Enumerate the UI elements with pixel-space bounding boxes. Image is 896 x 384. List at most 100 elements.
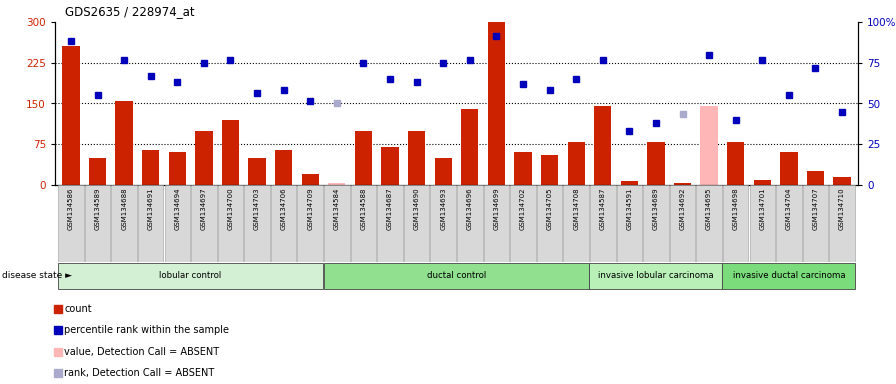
Text: GSM134703: GSM134703	[254, 187, 260, 230]
Text: value, Detection Call = ABSENT: value, Detection Call = ABSENT	[65, 347, 220, 357]
Bar	[701, 106, 718, 185]
Bar	[142, 150, 159, 185]
Text: GSM134705: GSM134705	[547, 187, 553, 230]
Text: GSM134691: GSM134691	[148, 187, 154, 230]
Bar	[222, 120, 239, 185]
Bar	[191, 185, 217, 262]
Bar	[248, 158, 266, 185]
Bar	[218, 185, 243, 262]
Bar	[271, 185, 297, 262]
Text: invasive lobular carcinoma: invasive lobular carcinoma	[599, 271, 714, 280]
Bar	[408, 131, 426, 185]
Text: GSM134701: GSM134701	[759, 187, 765, 230]
Text: GSM134588: GSM134588	[360, 187, 366, 230]
Bar	[355, 131, 372, 185]
Bar	[696, 185, 722, 262]
Text: GSM134694: GSM134694	[175, 187, 180, 230]
Text: GSM134591: GSM134591	[626, 187, 633, 230]
Bar	[541, 155, 558, 185]
Bar	[275, 150, 292, 185]
Text: count: count	[65, 304, 92, 314]
Bar	[57, 263, 323, 289]
Text: GSM134687: GSM134687	[387, 187, 393, 230]
Text: GSM134708: GSM134708	[573, 187, 579, 230]
Bar	[510, 185, 536, 262]
Text: GSM134584: GSM134584	[334, 187, 340, 230]
Text: GSM134698: GSM134698	[733, 187, 738, 230]
Text: GSM134706: GSM134706	[280, 187, 287, 230]
Text: GSM134707: GSM134707	[813, 187, 818, 230]
Bar	[487, 22, 505, 185]
Bar	[461, 109, 478, 185]
Bar	[537, 185, 563, 262]
Text: GSM134693: GSM134693	[440, 187, 446, 230]
Bar	[324, 185, 349, 262]
Bar	[168, 152, 186, 185]
Bar	[430, 185, 456, 262]
Bar	[727, 142, 745, 185]
Text: GSM134695: GSM134695	[706, 187, 712, 230]
Bar	[85, 185, 110, 262]
Bar	[350, 185, 376, 262]
Text: disease state ►: disease state ►	[2, 271, 72, 280]
Bar	[803, 185, 828, 262]
Bar	[722, 263, 855, 289]
Bar	[567, 142, 585, 185]
Bar	[750, 185, 775, 262]
Text: invasive ductal carcinoma: invasive ductal carcinoma	[733, 271, 845, 280]
Bar	[377, 185, 403, 262]
Bar	[780, 152, 797, 185]
Bar	[328, 184, 346, 185]
Text: GSM134587: GSM134587	[599, 187, 606, 230]
Text: GSM134589: GSM134589	[95, 187, 100, 230]
Text: GSM134696: GSM134696	[467, 187, 473, 230]
Bar	[245, 185, 270, 262]
Bar	[830, 185, 855, 262]
Bar	[590, 185, 616, 262]
Bar	[806, 171, 824, 185]
Text: rank, Detection Call = ABSENT: rank, Detection Call = ABSENT	[65, 368, 214, 378]
Bar	[457, 185, 483, 262]
Bar	[58, 185, 83, 262]
Bar	[833, 177, 850, 185]
Bar	[647, 142, 665, 185]
Bar	[616, 185, 642, 262]
Text: GSM134690: GSM134690	[414, 187, 419, 230]
Bar	[754, 180, 771, 185]
Text: GDS2635 / 228974_at: GDS2635 / 228974_at	[65, 5, 194, 18]
Bar	[669, 185, 695, 262]
Bar	[564, 185, 589, 262]
Bar	[165, 185, 190, 262]
Text: ductal control: ductal control	[426, 271, 487, 280]
Bar	[138, 185, 163, 262]
Bar	[302, 174, 319, 185]
Bar	[776, 185, 802, 262]
Text: GSM134688: GSM134688	[121, 187, 127, 230]
Text: GSM134709: GSM134709	[307, 187, 314, 230]
Bar	[297, 185, 323, 262]
Text: GSM134702: GSM134702	[520, 187, 526, 230]
Bar	[404, 185, 429, 262]
Text: GSM134704: GSM134704	[786, 187, 792, 230]
Bar	[514, 152, 531, 185]
Bar	[63, 46, 80, 185]
Bar	[116, 101, 133, 185]
Bar	[674, 184, 691, 185]
Text: GSM134689: GSM134689	[653, 187, 659, 230]
Bar	[111, 185, 137, 262]
Bar	[382, 147, 399, 185]
Text: GSM134700: GSM134700	[228, 187, 234, 230]
Bar	[435, 158, 452, 185]
Text: GSM134699: GSM134699	[494, 187, 499, 230]
Text: GSM134697: GSM134697	[201, 187, 207, 230]
Bar	[89, 158, 107, 185]
Text: percentile rank within the sample: percentile rank within the sample	[65, 325, 229, 335]
Bar	[723, 185, 748, 262]
Bar	[590, 263, 722, 289]
Bar	[621, 180, 638, 185]
Bar	[323, 263, 589, 289]
Bar	[484, 185, 509, 262]
Bar	[643, 185, 668, 262]
Text: GSM134586: GSM134586	[68, 187, 74, 230]
Text: GSM134710: GSM134710	[839, 187, 845, 230]
